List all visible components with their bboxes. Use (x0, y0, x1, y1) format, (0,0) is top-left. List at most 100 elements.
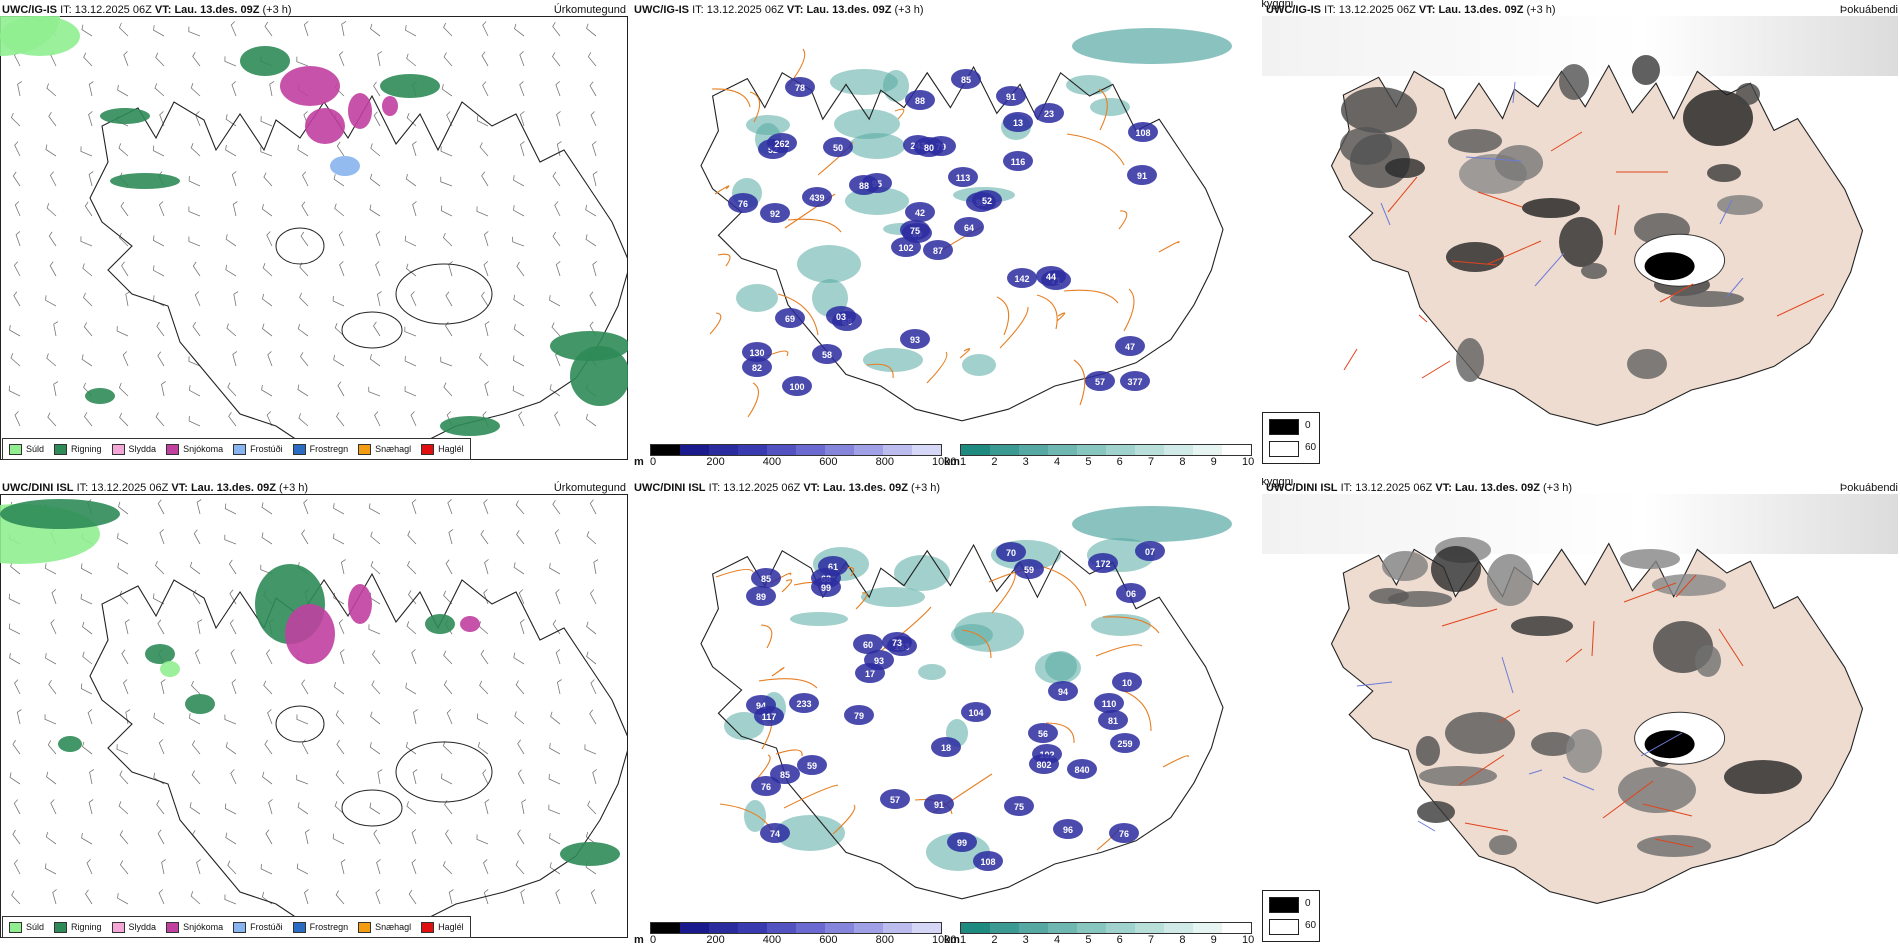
colorbar-tick: 600 (819, 456, 838, 468)
colorbar-segment (680, 445, 709, 455)
legend-label: Slydda (128, 444, 157, 454)
colorbar-unit: km (944, 456, 960, 468)
colorbar-segment (854, 923, 883, 933)
visibility-value: 75 (910, 226, 920, 236)
colorbar-segment (912, 445, 941, 455)
colorbar-segment (796, 445, 825, 455)
legend-label: Frostregn (309, 444, 349, 454)
colorbar-segment (883, 445, 912, 455)
visibility-value: 85 (961, 75, 971, 85)
colorbar-tick: 7 (1148, 456, 1155, 468)
visibility-value: 13 (1013, 118, 1023, 128)
colorbar-segment (767, 923, 796, 933)
legend-swatch (166, 921, 180, 933)
visibility-value: 100 (789, 382, 804, 392)
fog-legend-low-label: 60 (1305, 920, 1317, 931)
legend-label: Snjókoma (183, 922, 224, 932)
precip-legend-item: Haglél (421, 921, 464, 933)
visibility-value: 113 (956, 173, 971, 183)
precip-legend: Súld Rigning Slydda Snjókoma Frostúði Frostre… (2, 916, 471, 938)
visibility-value: 172 (1095, 559, 1110, 569)
precip-type-panel: UWC/DINI ISL IT: 13.12.2025 06Z VT: Lau.… (0, 478, 630, 948)
visibility-value: 87 (933, 246, 943, 256)
legend-label: Frostúði (250, 922, 283, 932)
legend-label: Haglél (438, 922, 464, 932)
visibility-value: 262 (774, 139, 789, 149)
precip-map-frame (0, 494, 628, 938)
visibility-value: 104 (968, 708, 983, 718)
visibility-value: 10 (1122, 678, 1132, 688)
visibility-value: 07 (1145, 547, 1155, 557)
colorbar-segment (1164, 445, 1193, 455)
colorbar-tick: 4 (1054, 934, 1061, 946)
precip-legend-item: Frostúði (233, 921, 283, 933)
visibility-value: 116 (1011, 157, 1026, 167)
visibility-value: 59 (807, 761, 817, 771)
panel-title: UWC/DINI ISL IT: 13.12.2025 06Z VT: Lau.… (634, 482, 941, 494)
visibility-value: 117 (762, 712, 777, 722)
visibility-value: 82 (752, 363, 762, 373)
fog-legend: 0 60 (1262, 890, 1320, 942)
visibility-value: 81 (1108, 716, 1118, 726)
visibility-value: 91 (1006, 92, 1016, 102)
legend-swatch (54, 921, 68, 933)
colorbar-segment (825, 445, 854, 455)
colorbar-segment (1135, 445, 1164, 455)
panel-title: UWC/IG-IS IT: 13.12.2025 06Z VT: Lau. 13… (2, 4, 292, 16)
visibility-value: 802 (1036, 760, 1051, 770)
colorbar-segment (1077, 445, 1106, 455)
colorbar-segment (680, 923, 709, 933)
precip-legend-item: Rigning (54, 921, 102, 933)
legend-swatch (421, 443, 435, 455)
visibility-value: 74 (770, 829, 780, 839)
visibility-value: 57 (1095, 377, 1105, 387)
fog-legend-low-label: 60 (1305, 442, 1317, 453)
fog-map (1262, 16, 1898, 426)
fog-legend-low-swatch (1269, 441, 1299, 457)
visibility-value: 73 (892, 638, 902, 648)
visibility-value: 108 (980, 857, 995, 867)
visibility-value: 840 (1074, 765, 1089, 775)
legend-label: Rigning (71, 922, 102, 932)
km-colorbar: km 1 2 3 4 5 6 7 8 9 10 (944, 440, 1254, 470)
visibility-value: 88 (915, 96, 925, 106)
colorbar-tick: 10 (1242, 934, 1255, 946)
visibility-value: 57 (890, 795, 900, 805)
legend-swatch (292, 921, 306, 933)
visibility-value: 99 (821, 583, 831, 593)
visibility-value: 80 (924, 143, 934, 153)
forecast-row-1: UWC/IG-IS IT: 13.12.2025 06Z VT: Lau. 13… (0, 0, 1900, 470)
coastline (89, 572, 628, 938)
visibility-value: 96 (1063, 825, 1073, 835)
colorbar-tick: 800 (875, 934, 894, 946)
visibility-value: 18 (941, 743, 951, 753)
visibility-value: 42 (915, 208, 925, 218)
fog-panel: Skyggni UWC/DINI ISL IT: 13.12.2025 06Z … (1262, 478, 1900, 948)
precip-legend-item: Rigning (54, 443, 102, 455)
colorbar-segment (1019, 445, 1048, 455)
precip-legend-item: Súld (9, 921, 44, 933)
visibility-value: 89 (756, 592, 766, 602)
legend-label: Slydda (128, 922, 157, 932)
visibility-value: 23 (1044, 109, 1054, 119)
colorbar-tick: 5 (1085, 934, 1092, 946)
km-colorbar: km 1 2 3 4 5 6 7 8 9 10 (944, 918, 1254, 948)
visibility-value: 88 (859, 181, 869, 191)
precip-legend-item: Frostúði (233, 443, 283, 455)
panel-title: UWC/DINI ISL IT: 13.12.2025 06Z VT: Lau.… (2, 482, 309, 494)
colorbar-tick: 200 (706, 456, 725, 468)
legend-label: Rigning (71, 444, 102, 454)
colorbar-tick: 3 (1022, 456, 1029, 468)
visibility-map: 87 52 60 130 95 68 91 79 13 64 78 377 92… (700, 28, 1232, 422)
colorbar-segment (990, 445, 1019, 455)
colorbar-segment (990, 923, 1019, 933)
visibility-value: 06 (1126, 589, 1136, 599)
visibility-value: 439 (809, 193, 824, 203)
visibility-value: 91 (1137, 171, 1147, 181)
legend-label: Súld (26, 444, 45, 454)
fog-panel-label: Þokuábendi (1839, 4, 1898, 16)
visibility-value: 94 (1058, 687, 1068, 697)
colorbar-segment (1193, 445, 1222, 455)
colorbar-tick: 6 (1116, 456, 1123, 468)
visibility-value: 76 (761, 782, 771, 792)
